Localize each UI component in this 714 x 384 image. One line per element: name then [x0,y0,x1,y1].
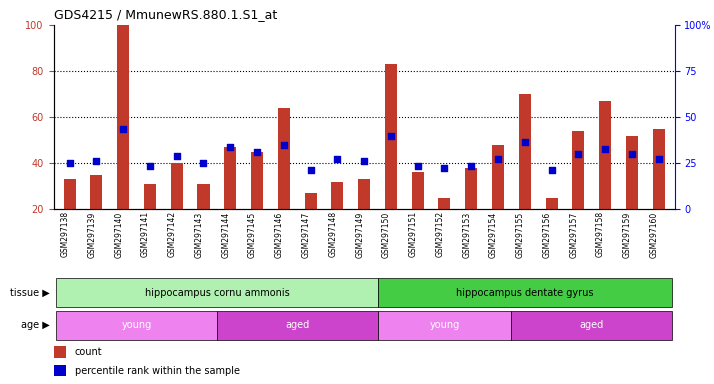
Text: GSM297157: GSM297157 [569,211,578,258]
Bar [91,175,102,209]
Bar [251,152,263,209]
Text: GSM297146: GSM297146 [275,211,284,258]
Point [331,156,343,162]
Bar [331,182,343,209]
Bar [385,64,397,209]
Text: aged: aged [580,320,604,331]
Point [438,165,450,171]
Bar [653,129,665,209]
Text: GSM297150: GSM297150 [382,211,391,258]
Text: GSM297140: GSM297140 [114,211,123,258]
Text: tissue ▶: tissue ▶ [10,288,50,298]
Point [117,126,129,132]
Text: GSM297160: GSM297160 [650,211,658,258]
Text: aged: aged [285,320,309,331]
Point [466,162,477,169]
Text: GSM297142: GSM297142 [168,211,176,257]
FancyBboxPatch shape [511,311,672,340]
Text: GSM297147: GSM297147 [301,211,311,258]
Text: hippocampus dentate gyrus: hippocampus dentate gyrus [456,288,593,298]
FancyBboxPatch shape [378,278,672,308]
Point [358,158,370,164]
Text: GDS4215 / MmunewRS.880.1.S1_at: GDS4215 / MmunewRS.880.1.S1_at [54,8,277,21]
Bar [573,131,584,209]
Text: GSM297159: GSM297159 [623,211,632,258]
Bar [144,184,156,209]
Point [519,139,531,146]
Point [224,144,236,150]
Text: GSM297144: GSM297144 [221,211,230,258]
Point [278,142,290,148]
Text: GSM297149: GSM297149 [355,211,364,258]
Text: GSM297152: GSM297152 [436,211,444,257]
Bar [492,145,504,209]
Text: age ▶: age ▶ [21,320,50,331]
Point [545,167,557,173]
FancyBboxPatch shape [378,311,511,340]
Point [626,151,638,157]
Bar [466,168,477,209]
Point [493,156,504,162]
Text: GSM297138: GSM297138 [61,211,69,257]
Point [144,162,156,169]
Text: young: young [429,320,460,331]
Bar [54,365,66,376]
Point [600,146,611,152]
FancyBboxPatch shape [217,311,378,340]
Text: count: count [75,347,103,357]
Text: GSM297145: GSM297145 [248,211,257,258]
Bar [171,163,183,209]
Bar [278,108,290,209]
Bar [305,193,316,209]
Bar [412,172,423,209]
Text: GSM297155: GSM297155 [516,211,525,258]
Point [305,167,316,173]
Point [386,132,397,139]
Point [198,160,209,166]
Text: GSM297139: GSM297139 [87,211,96,258]
Point [573,151,584,157]
Text: percentile rank within the sample: percentile rank within the sample [75,366,240,376]
Point [64,160,75,166]
Bar [545,198,558,209]
Text: hippocampus cornu ammonis: hippocampus cornu ammonis [144,288,289,298]
Point [251,149,263,155]
Bar [54,346,66,358]
Text: GSM297141: GSM297141 [141,211,150,257]
Text: GSM297154: GSM297154 [489,211,498,258]
FancyBboxPatch shape [56,311,217,340]
Bar [519,94,531,209]
Bar [117,25,129,209]
Text: young: young [121,320,151,331]
Text: GSM297148: GSM297148 [328,211,338,257]
Text: GSM297158: GSM297158 [596,211,605,257]
Point [412,162,423,169]
Bar [198,184,209,209]
Text: GSM297156: GSM297156 [543,211,551,258]
FancyBboxPatch shape [56,278,378,308]
Bar [599,101,611,209]
Bar [438,198,451,209]
Point [91,158,102,164]
Bar [64,179,76,209]
Bar [626,136,638,209]
Point [653,156,664,162]
Bar [358,179,370,209]
Text: GSM297151: GSM297151 [408,211,418,257]
Bar [224,147,236,209]
Text: GSM297143: GSM297143 [194,211,203,258]
Text: GSM297153: GSM297153 [462,211,471,258]
Point [171,153,182,159]
